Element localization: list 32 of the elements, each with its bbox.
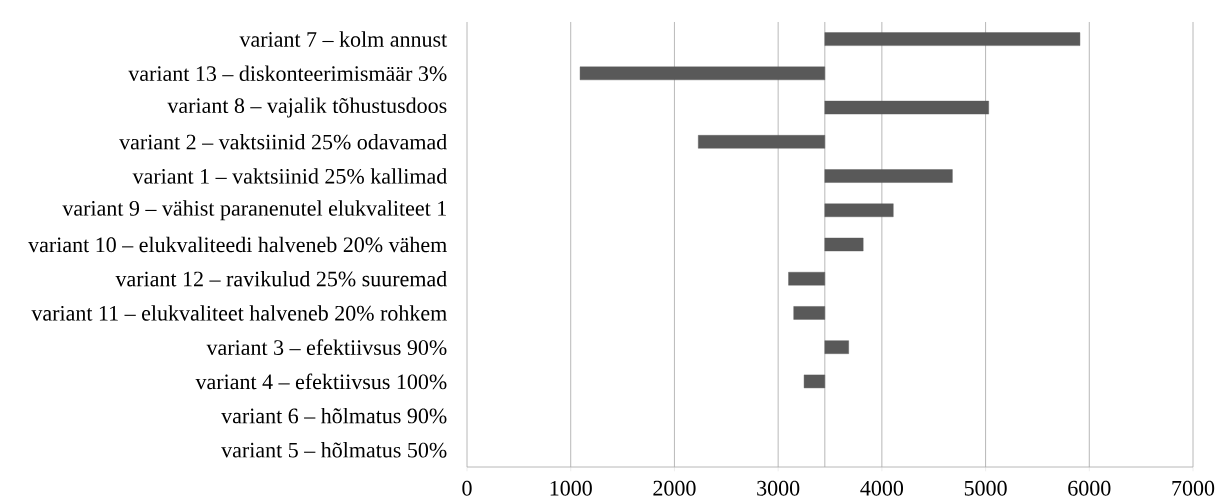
y-tick-label: variant 6 – hõlmatus 90% xyxy=(221,407,447,424)
x-tick-label: 2000 xyxy=(653,480,696,496)
y-tick-label: variant 11 – elukvaliteet halveneb 20% rohkem xyxy=(31,305,447,321)
x-tick-label: 0 xyxy=(462,480,472,496)
bar xyxy=(824,340,849,354)
bar xyxy=(824,100,989,115)
y-tick-label: variant 1 – vaktsiinid 25% kallimad xyxy=(132,168,447,184)
y-tick-label: variant 9 – vähist paranenutel elukvaliteet 1 xyxy=(62,200,446,221)
bar xyxy=(824,169,953,183)
bar xyxy=(579,66,826,81)
bar xyxy=(698,135,826,149)
y-tick-label: variant 2 – vaktsiinid 25% odavamad xyxy=(119,134,447,150)
x-tick-label: 4000 xyxy=(860,480,904,496)
y-tick-label: variant 5 – hõlmatus 50% xyxy=(221,442,447,458)
y-tick-label: variant 13 – diskonteerimismäär 3% xyxy=(128,65,447,82)
y-tick-label: variant 10 – elukvaliteedi halveneb 20% vähem xyxy=(28,236,447,253)
x-tick-label: 5000 xyxy=(964,480,1007,496)
bar xyxy=(793,306,826,320)
x-tick-label: 7000 xyxy=(1172,480,1215,496)
y-tick-label: variant 7 – kolm annust xyxy=(239,31,448,47)
y-tick-label: variant 12 – ravikulud 25% suuremad xyxy=(115,270,447,287)
x-tick-label: 3000 xyxy=(757,480,800,496)
bar xyxy=(824,32,1081,46)
bar xyxy=(803,374,826,389)
y-tick-label: variant 8 – vajalik tõhustusdoos xyxy=(167,97,447,118)
bar xyxy=(788,272,826,286)
x-tick-label: 6000 xyxy=(1068,480,1111,496)
y-tick-label: variant 3 – efektiivsus 90% xyxy=(206,339,447,356)
x-tick-label: 1000 xyxy=(550,480,592,496)
bar xyxy=(824,237,864,252)
y-tick-label: variant 4 – efektiivsus 100% xyxy=(195,373,447,390)
bar xyxy=(824,203,894,217)
